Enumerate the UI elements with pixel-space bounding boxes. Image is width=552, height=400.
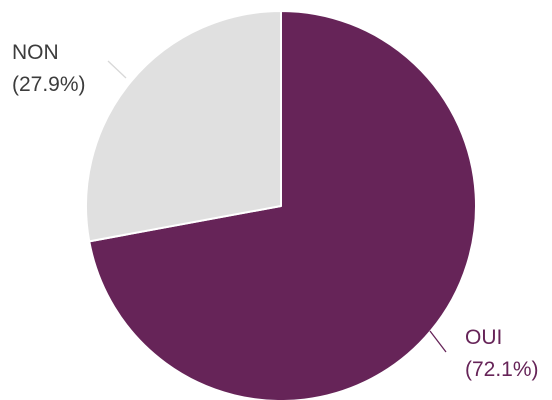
slice-label-oui: OUI (72.1%) — [430, 326, 539, 381]
leader-line-oui — [430, 331, 446, 352]
pie-slices — [86, 11, 476, 400]
slice-label-oui-percent: (72.1%) — [465, 358, 539, 381]
slice-label-oui-name: OUI — [465, 326, 502, 349]
slice-label-non: NON (27.9%) — [12, 41, 126, 96]
leader-line-non — [108, 61, 126, 78]
slice-label-non-percent: (27.9%) — [12, 73, 86, 96]
pie-slice-non — [86, 11, 281, 241]
slice-label-non-name: NON — [12, 41, 59, 64]
